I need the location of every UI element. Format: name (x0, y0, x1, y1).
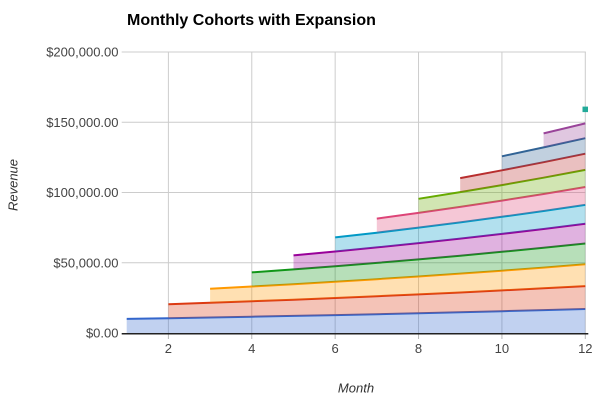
line-cohort-6 (335, 203, 586, 239)
x-tick-label: 8 (415, 341, 422, 356)
area-cohort-2 (168, 286, 586, 319)
area-cohort-7 (376, 187, 586, 233)
x-tick-label: 2 (165, 341, 172, 356)
y-tick-label: $100,000.00 (46, 185, 118, 200)
line-cohort-10 (501, 137, 586, 158)
line-cohort-2 (168, 285, 586, 306)
area-cohort-11 (543, 123, 586, 148)
area-cohort-5 (293, 223, 586, 270)
line-cohort-1 (126, 308, 586, 320)
point-cohort-12 (582, 106, 588, 113)
line-cohort-4 (251, 242, 586, 274)
area-series (126, 106, 588, 333)
x-axis-title: Month (337, 380, 375, 396)
line-cohort-7 (376, 186, 586, 220)
area-cohort-1 (126, 309, 586, 333)
y-tick-label: $150,000.00 (46, 115, 118, 130)
line-cohort-8 (418, 168, 586, 200)
x-tick-label: 6 (332, 341, 339, 356)
line-cohort-11 (543, 122, 586, 135)
y-tick-label: $0.00 (86, 326, 119, 341)
y-tick-label: $50,000.00 (53, 255, 118, 270)
x-tick-label: 10 (495, 341, 509, 356)
y-axis-title: Revenue (5, 158, 21, 212)
x-axis-line-group (121, 333, 589, 339)
x-tick-label: 12 (578, 341, 592, 356)
line-cohort-9 (460, 152, 586, 180)
area-cohort-4 (251, 243, 586, 287)
line-cohort-5 (293, 222, 586, 257)
y-tick-label: $200,000.00 (46, 45, 118, 60)
area-cohort-6 (335, 204, 586, 252)
line-cohort-3 (210, 263, 586, 290)
tick-labels: $0.00 $50,000.00 $100,000.00 $150,000.00 $20… (46, 45, 592, 357)
chart-title: Monthly Cohorts with Expansion (127, 12, 376, 29)
area-cohort-3 (210, 264, 586, 303)
area-cohort-10 (501, 138, 586, 171)
x-tick-label: 4 (248, 341, 255, 356)
area-cohort-9 (460, 153, 586, 193)
area-cohort-8 (418, 169, 586, 213)
